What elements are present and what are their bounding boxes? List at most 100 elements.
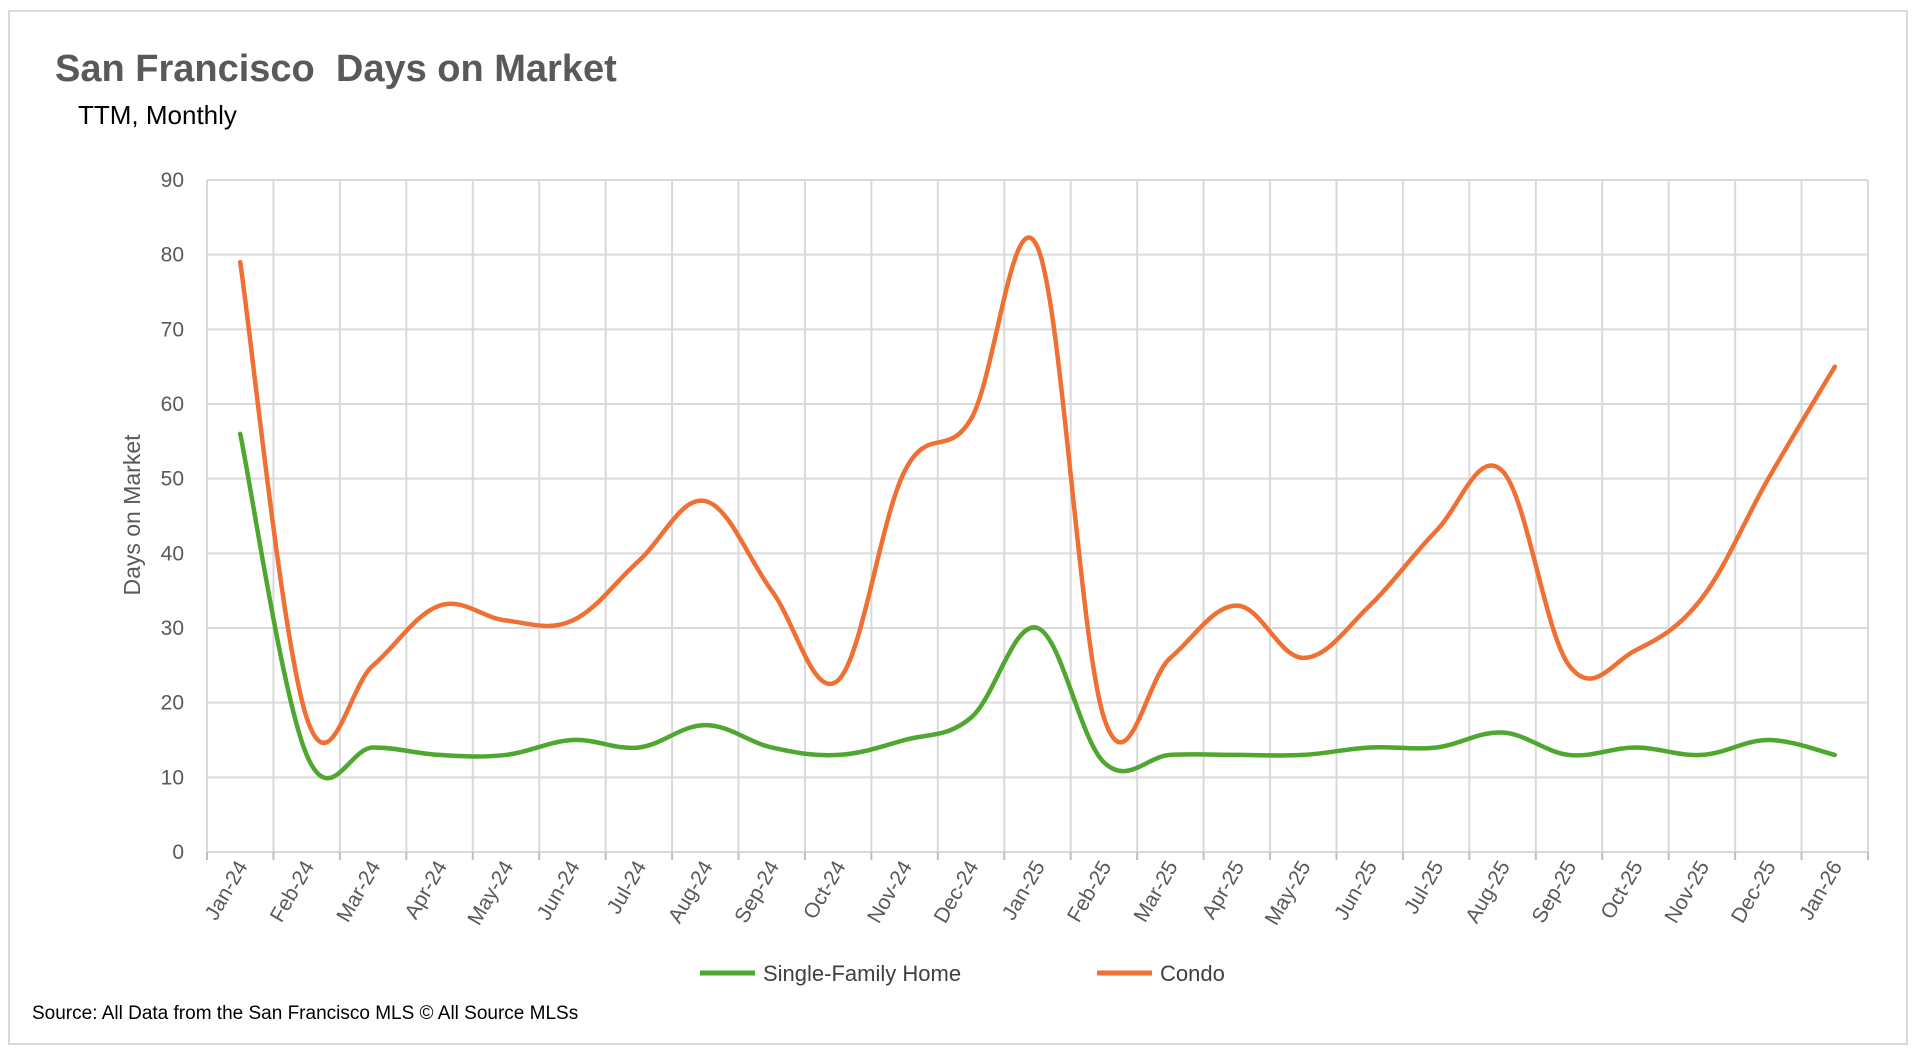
chart-title: San Francisco Days on Market [55,48,617,90]
legend-label: Single-Family Home [763,961,961,986]
condo-point-Oct-25 [1633,648,1637,652]
y-tick-label: 70 [161,318,184,341]
condo-point-Feb-25 [1102,716,1106,720]
sfh-point-Dec-25 [1766,738,1770,742]
condo-line [237,235,1838,746]
x-tick-label: Jun-24 [533,857,585,924]
chart-frame [8,10,1908,1045]
y-axis-label: Days on Market [119,434,145,596]
condo-point-Oct-24 [836,678,840,682]
sfh-point-Dec-24 [969,716,973,720]
x-tick-label: Aug-24 [664,857,718,927]
sfh-point-Jan-24 [238,432,242,436]
y-tick-label: 50 [161,468,184,491]
x-tick-label: Mar-25 [1130,857,1183,926]
condo-point-Sep-25 [1567,663,1571,667]
sfh-point-Feb-25 [1102,760,1106,764]
condo-point-Jan-26 [1833,365,1837,369]
series-lines [237,235,1838,781]
condo-point-Jan-24 [238,260,242,264]
sfh-point-Sep-25 [1567,753,1571,757]
condo-point-Dec-24 [969,417,973,421]
x-tick-label: Jun-25 [1330,857,1382,924]
y-tick-label: 30 [161,617,184,640]
x-tick-label: May-25 [1261,857,1316,929]
chart-subtitle: TTM, Monthly [78,100,237,130]
sfh-point-Nov-25 [1700,753,1704,757]
sfh-point-Sep-24 [770,745,774,749]
x-tick-label: May-24 [463,857,518,929]
x-tick-label: Jan-24 [201,857,253,924]
y-tick-labels: 0 10 20 30 40 50 60 70 80 90 [161,169,184,864]
sfh-point-Mar-24 [371,745,375,749]
sfh-point-Jul-24 [637,745,641,749]
grid-lines [206,179,1869,860]
x-tick-label: Apr-24 [400,857,452,923]
sfh-point-May-25 [1301,753,1305,757]
condo-point-Mar-24 [371,663,375,667]
condo-point-Aug-25 [1501,469,1505,473]
condo-point-Jul-25 [1434,529,1438,533]
sfh-point-Nov-24 [903,738,907,742]
x-tick-label: Mar-24 [332,857,385,926]
condo-point-Apr-25 [1235,604,1239,608]
sfh-point-Apr-25 [1235,753,1239,757]
condo-point-Aug-24 [703,499,707,503]
sfh-point-Jun-25 [1368,745,1372,749]
condo-point-Jun-24 [570,619,574,623]
sfh-point-Feb-24 [305,753,309,757]
single-family-home-line [237,431,1838,781]
y-tick-label: 60 [161,393,184,416]
x-tick-label: Jul-25 [1400,857,1449,918]
sfh-point-Jul-25 [1434,745,1438,749]
sfh-point-Jun-24 [570,738,574,742]
condo-point-May-24 [504,619,508,623]
x-tick-label: Jan-26 [1795,857,1847,924]
source-note: Source: All Data from the San Francisco … [32,1003,579,1024]
sfh-point-Apr-24 [438,753,442,757]
condo-point-Jun-25 [1368,604,1372,608]
x-tick-label: Oct-25 [1596,857,1647,923]
condo-point-Nov-24 [903,469,907,473]
x-tick-label: Sep-25 [1528,857,1582,927]
condo-point-Apr-24 [438,604,442,608]
sfh-point-Aug-24 [703,723,707,727]
sfh-point-Oct-25 [1633,745,1637,749]
legend: Single-Family Home Condo [700,961,1225,986]
x-tick-label: Nov-24 [863,857,917,927]
sfh-point-Jan-25 [1036,626,1040,630]
sfh-point-Aug-25 [1501,731,1505,735]
condo-point-Sep-24 [770,589,774,593]
sfh-point-Mar-25 [1168,753,1172,757]
condo-point-Feb-24 [305,716,309,720]
condo-point-Jan-25 [1036,245,1040,249]
x-tick-label: Dec-24 [930,857,984,927]
y-tick-label: 90 [161,169,184,192]
y-tick-label: 0 [172,841,184,864]
legend-label: Condo [1160,961,1225,986]
condo-point-Mar-25 [1168,656,1172,660]
x-tick-label: Apr-25 [1198,857,1249,923]
x-tick-label: Feb-25 [1063,857,1116,926]
x-tick-labels: Jan-24 Feb-24 Mar-24 Apr-24 May-24 Jun-24 Jul-… [201,857,1848,929]
y-tick-label: 80 [161,244,184,267]
x-tick-label: Jul-24 [603,857,652,918]
x-tick-label: Nov-25 [1660,857,1714,927]
x-tick-label: Oct-24 [799,857,851,923]
y-tick-label: 20 [161,692,184,715]
condo-point-Nov-25 [1700,596,1704,600]
condo-point-Dec-25 [1766,477,1770,481]
y-tick-label: 10 [161,766,184,789]
sfh-point-Jan-26 [1833,753,1837,757]
sfh-point-Oct-24 [836,753,840,757]
condo-point-May-25 [1301,656,1305,660]
x-tick-label: Jan-25 [998,857,1050,924]
x-tick-label: Sep-24 [730,857,784,927]
x-tick-label: Dec-25 [1727,857,1781,927]
y-tick-label: 40 [161,542,184,565]
sfh-point-May-24 [504,753,508,757]
x-tick-label: Aug-25 [1461,857,1515,927]
x-tick-label: Feb-24 [266,857,319,926]
condo-point-Jul-24 [637,559,641,563]
